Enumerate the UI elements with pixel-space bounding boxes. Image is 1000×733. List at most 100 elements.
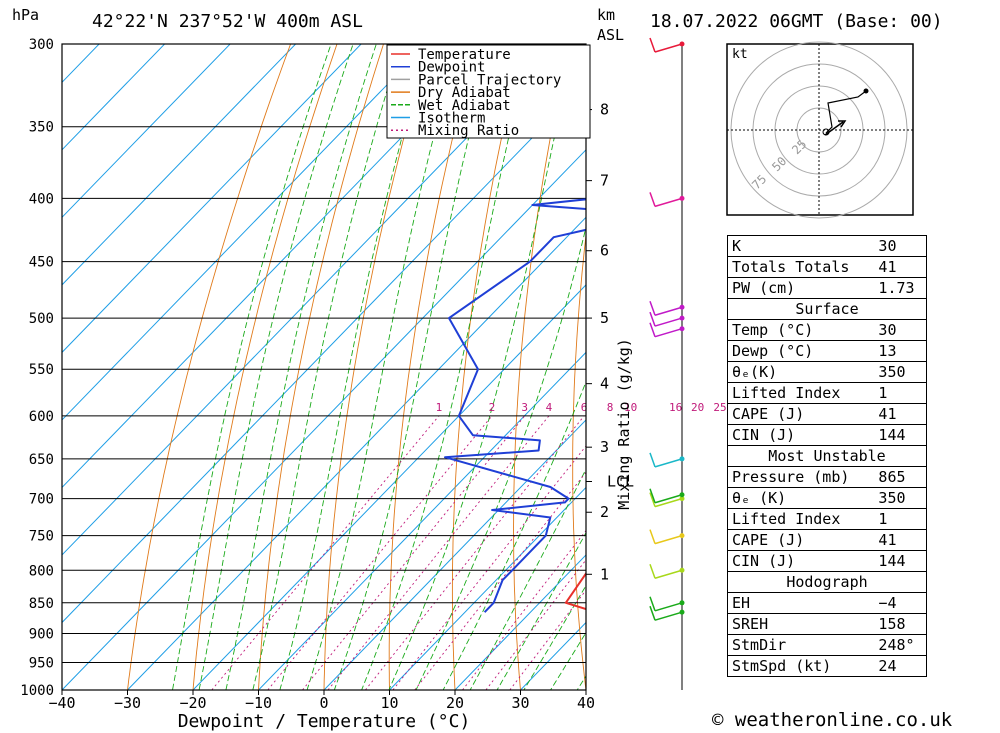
x-tick-label: −20 xyxy=(179,694,206,712)
wind-barb-flag xyxy=(649,311,656,327)
wind-barb-point xyxy=(679,195,685,201)
legend-box xyxy=(386,44,591,139)
x-tick-label: 30 xyxy=(511,694,529,712)
stmspd-label: StmSpd (kt) xyxy=(727,655,875,677)
k-label: K xyxy=(727,235,875,257)
km-tick-label: 8 xyxy=(600,101,609,119)
wind-barb-flag xyxy=(649,492,656,507)
legend-label: Dewpoint xyxy=(418,60,485,76)
wet-adiabat-line xyxy=(469,468,586,690)
wind-barb-point xyxy=(679,609,685,615)
isotherm-line xyxy=(388,486,586,690)
indices-table: K 30 Totals Totals 41 PW (cm) 1.73 Surface … xyxy=(727,235,928,677)
mu-cape-value: 41 xyxy=(874,529,928,551)
isotherm-line xyxy=(323,419,586,690)
mixing-ratio-label: 8 xyxy=(607,401,614,414)
km-unit: km xyxy=(597,6,615,24)
legend-label: Mixing Ratio xyxy=(418,123,519,139)
pressure-tick-label: 300 xyxy=(29,37,54,53)
pressure-gridlines xyxy=(62,43,586,691)
mu-cin-label: CIN (J) xyxy=(727,550,875,572)
wind-barb-staff xyxy=(654,197,683,208)
isotherm-line xyxy=(62,44,493,489)
wet-adiabat-line xyxy=(225,44,377,690)
totals-label: Totals Totals xyxy=(727,256,875,278)
dry-adiabat-line xyxy=(323,44,431,690)
isotherm-line xyxy=(62,44,428,421)
isotherm-line xyxy=(192,284,586,690)
wind-barb-point xyxy=(679,304,685,310)
surface-cape-label: CAPE (J) xyxy=(727,403,875,425)
wind-barb-staff xyxy=(654,317,683,327)
mu-cape-label: CAPE (J) xyxy=(727,529,875,551)
km-tick-label: 7 xyxy=(600,172,609,190)
pressure-tick-label: 850 xyxy=(29,596,54,612)
dry-adiabat-line xyxy=(572,231,586,690)
isotherm-line xyxy=(257,351,586,690)
legend-label: Parcel Trajectory xyxy=(418,72,561,88)
hodograph-end-dot xyxy=(863,88,869,94)
mu-theta-label: θₑ (K) xyxy=(727,487,875,509)
isotherm-line xyxy=(62,44,559,556)
mixing-ratio-line xyxy=(485,559,586,690)
wind-barb-point xyxy=(679,326,685,332)
wind-barb-staff xyxy=(654,43,683,53)
sreh-value: 158 xyxy=(874,613,928,635)
wind-barb-flag xyxy=(649,605,656,621)
wind-barb-staff xyxy=(654,569,683,579)
surface-cin-label: CIN (J) xyxy=(727,424,875,446)
dry-adiabat-line xyxy=(388,44,477,690)
mu-theta-value: 350 xyxy=(874,487,928,509)
mu-cin-value: 144 xyxy=(874,550,928,572)
k-value: 30 xyxy=(874,235,928,257)
mu-pressure-value: 865 xyxy=(874,466,928,488)
isotherm-line xyxy=(62,44,231,219)
mixing-ratio-label: 25 xyxy=(713,401,726,414)
mixing-ratio-label: 4 xyxy=(546,401,553,414)
datetime: 18.07.2022 06GMT (Base: 00) xyxy=(650,11,943,32)
pw-value: 1.73 xyxy=(874,277,928,299)
dry-adiabat-line xyxy=(987,26,1000,716)
x-tick-label: 40 xyxy=(577,694,595,712)
lcl-label: LCL xyxy=(607,472,634,490)
totals-value: 41 xyxy=(874,256,928,278)
km-tick-label: 6 xyxy=(600,242,609,260)
pressure-tick-label: 350 xyxy=(29,120,54,136)
surface-li-value: 1 xyxy=(874,382,928,404)
dry-adiabat-line xyxy=(451,44,524,690)
isotherm-line xyxy=(62,44,100,84)
wind-barb-staff xyxy=(654,327,683,338)
mixing-ratio-label: 16 xyxy=(669,401,682,414)
km-tick-label: 4 xyxy=(600,375,609,393)
mu-pressure-label: Pressure (mb) xyxy=(727,466,875,488)
pressure-tick-label: 500 xyxy=(29,311,54,327)
asl-unit: ASL xyxy=(597,26,624,44)
isotherm-line xyxy=(126,216,586,690)
pressure-tick-label: 750 xyxy=(29,529,54,545)
mixing-ratio-label: 1 xyxy=(436,401,443,414)
mixing-ratio-label: 2 xyxy=(489,401,496,414)
pressure-tick-label: 550 xyxy=(29,362,54,378)
wind-barb-flag xyxy=(649,452,656,468)
surface-cape-value: 41 xyxy=(874,403,928,425)
km-tick-label: 5 xyxy=(600,309,609,327)
km-tick-label: 2 xyxy=(600,503,609,521)
wind-barb-point xyxy=(679,533,685,539)
x-tick-label: −30 xyxy=(114,694,141,712)
dry-adiabat-line xyxy=(258,44,384,690)
wet-adiabat-line xyxy=(333,44,493,690)
hpa-unit: hPa xyxy=(12,6,39,24)
surface-theta-value: 350 xyxy=(874,361,928,383)
legend-label: Temperature xyxy=(418,47,511,63)
mixing-ratio-line xyxy=(509,589,586,690)
surface-temp-value: 30 xyxy=(874,319,928,341)
wind-barb-point xyxy=(679,41,685,47)
wet-adiabat-line xyxy=(361,44,532,690)
wind-barb-staff xyxy=(654,306,683,316)
wind-barb-flag xyxy=(649,300,656,316)
surface-dewp-value: 13 xyxy=(874,340,928,362)
hodograph-title: Hodograph xyxy=(727,571,927,593)
x-tick-label: −10 xyxy=(245,694,272,712)
